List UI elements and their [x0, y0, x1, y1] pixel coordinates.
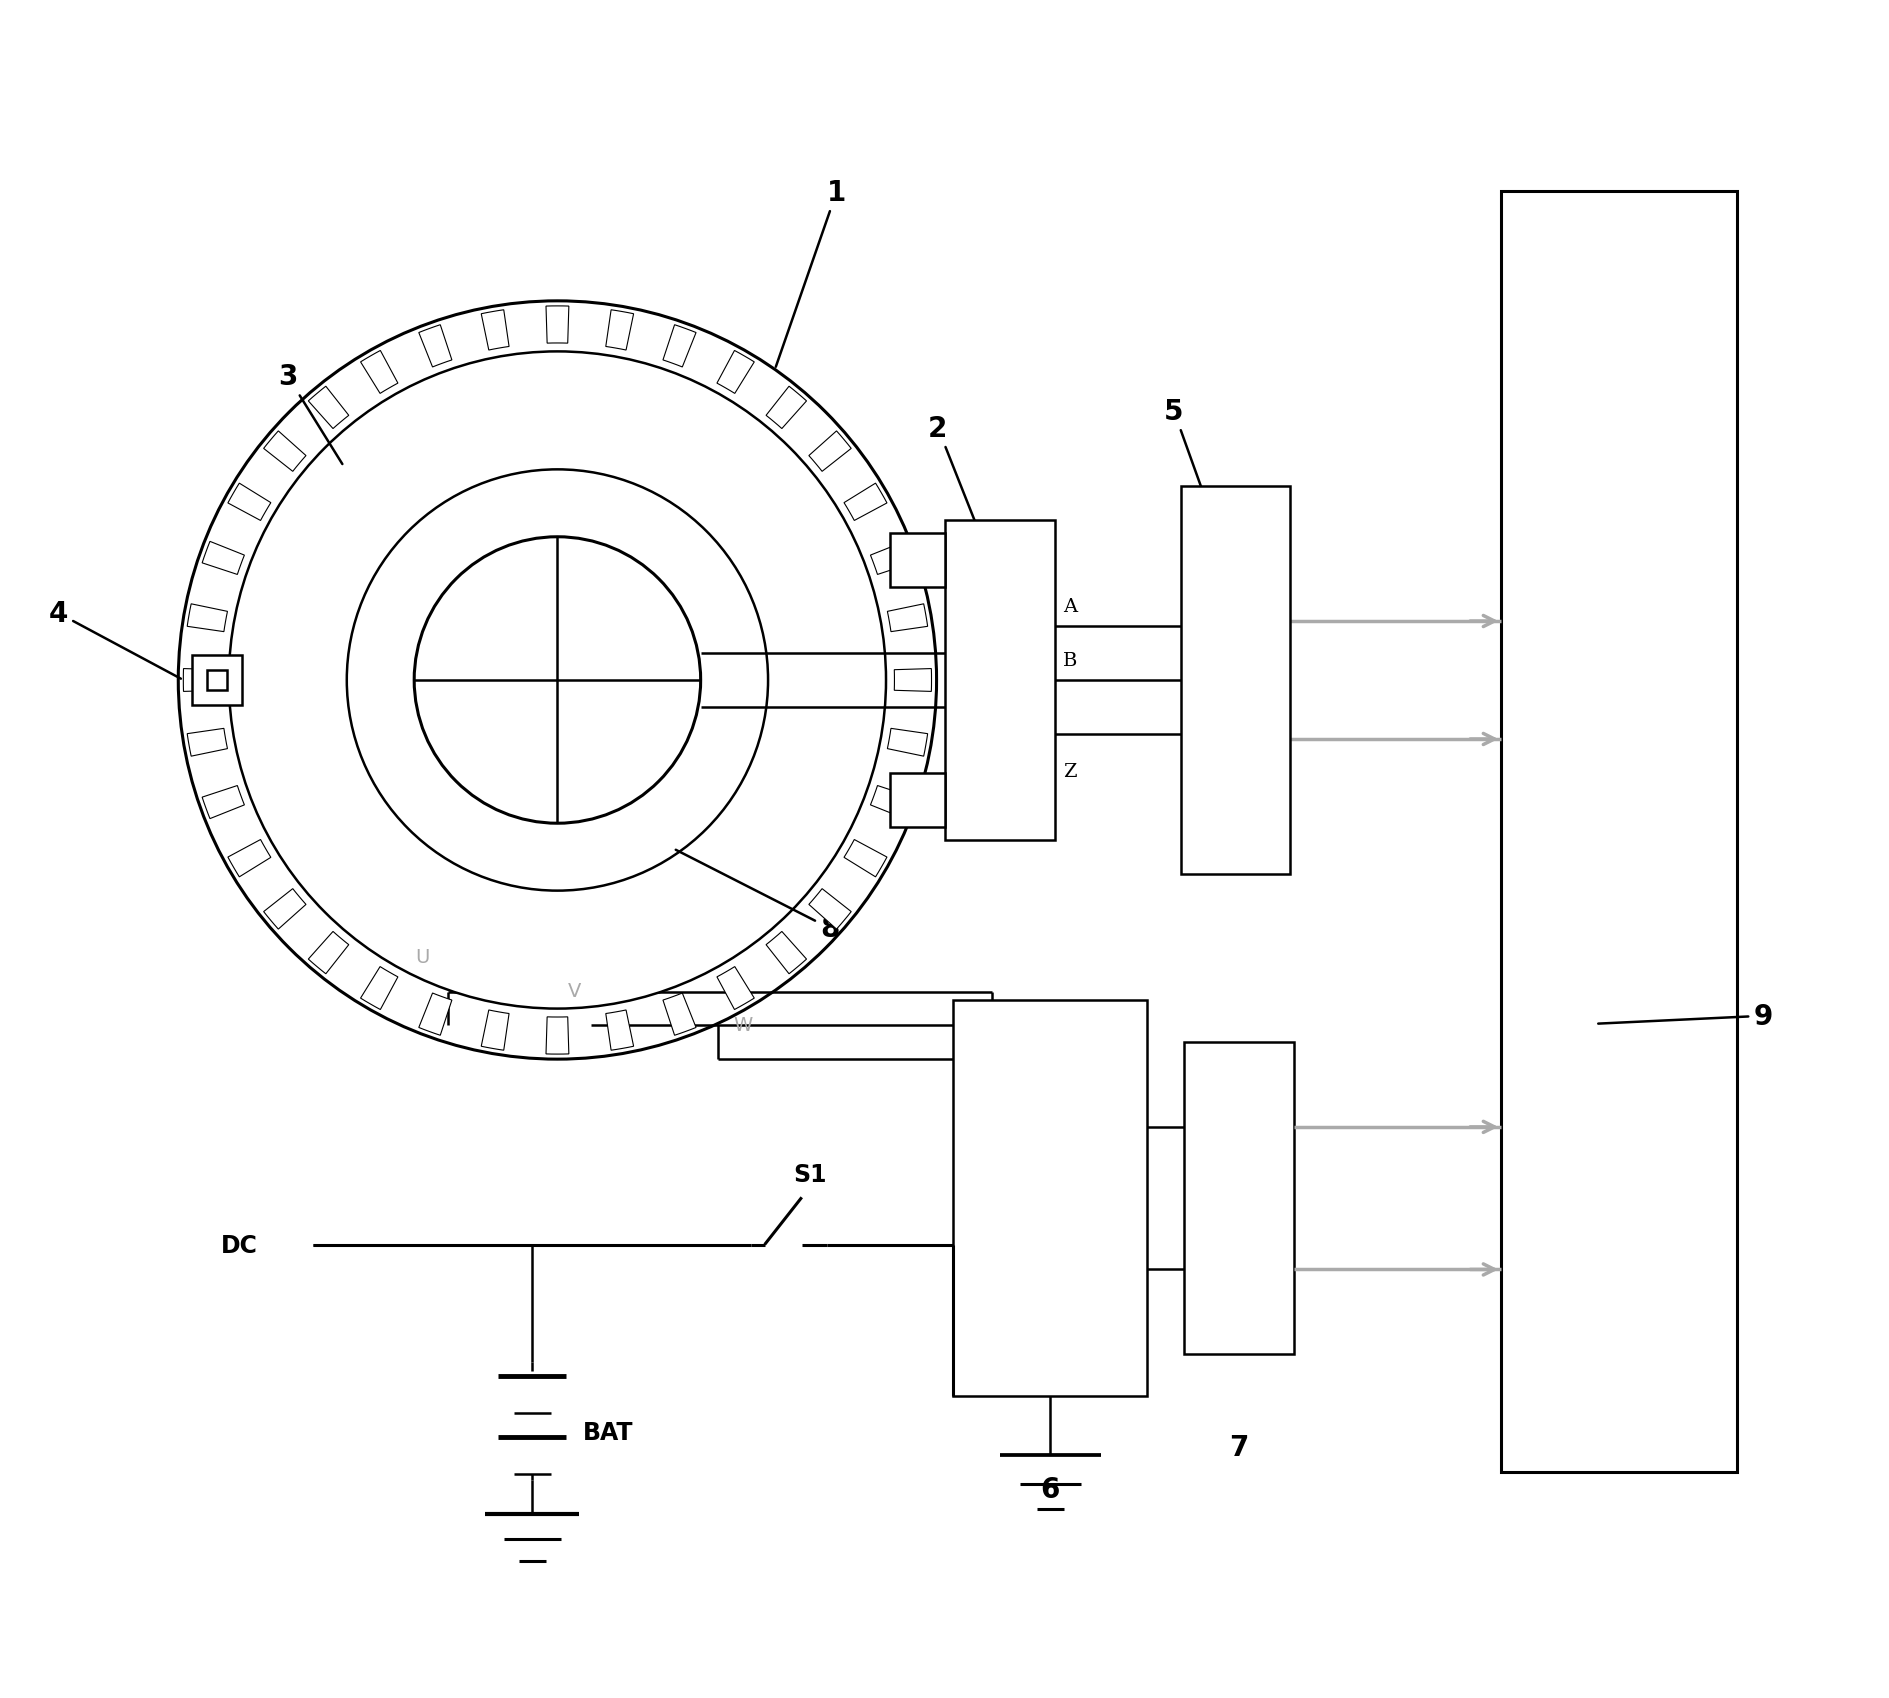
Wedge shape — [888, 604, 927, 632]
Wedge shape — [378, 754, 484, 859]
Text: 9: 9 — [1598, 1002, 1772, 1031]
Wedge shape — [263, 890, 306, 929]
Wedge shape — [546, 1017, 569, 1054]
Bar — [890, 533, 944, 588]
Wedge shape — [453, 808, 661, 888]
Wedge shape — [482, 311, 508, 351]
Text: 7: 7 — [1228, 1433, 1249, 1460]
Wedge shape — [187, 728, 227, 757]
Text: A: A — [1062, 598, 1077, 615]
Bar — [1184, 1043, 1294, 1355]
Wedge shape — [482, 1010, 508, 1051]
Wedge shape — [263, 431, 306, 472]
Wedge shape — [871, 786, 912, 818]
Text: S1: S1 — [793, 1161, 825, 1185]
Wedge shape — [716, 966, 754, 1010]
Wedge shape — [229, 484, 270, 521]
Text: W: W — [733, 1015, 752, 1034]
Wedge shape — [202, 542, 244, 576]
Wedge shape — [546, 307, 569, 345]
Wedge shape — [808, 431, 850, 472]
Text: 1: 1 — [774, 178, 846, 367]
Text: BAT: BAT — [582, 1420, 633, 1443]
Wedge shape — [631, 501, 737, 606]
Circle shape — [414, 538, 701, 824]
Wedge shape — [663, 993, 695, 1036]
Bar — [206, 671, 227, 691]
Text: B: B — [1062, 652, 1077, 669]
Wedge shape — [888, 728, 927, 757]
Wedge shape — [893, 669, 931, 693]
Text: 4: 4 — [49, 599, 181, 679]
Bar — [1181, 487, 1290, 874]
Text: DC: DC — [221, 1233, 257, 1257]
Bar — [952, 1000, 1147, 1396]
Wedge shape — [308, 932, 349, 975]
Circle shape — [229, 351, 886, 1009]
Text: 5: 5 — [1164, 397, 1234, 581]
Wedge shape — [808, 890, 850, 929]
Wedge shape — [361, 351, 399, 394]
Wedge shape — [631, 754, 737, 859]
Wedge shape — [183, 669, 221, 693]
Text: 6: 6 — [1041, 1476, 1060, 1503]
Wedge shape — [606, 311, 633, 351]
Wedge shape — [663, 326, 695, 368]
Bar — [890, 773, 944, 829]
Text: 2: 2 — [927, 414, 997, 582]
Wedge shape — [765, 932, 807, 975]
Wedge shape — [419, 993, 451, 1036]
Wedge shape — [419, 326, 451, 368]
Wedge shape — [716, 351, 754, 394]
Wedge shape — [453, 474, 661, 552]
Wedge shape — [844, 841, 886, 878]
Wedge shape — [765, 387, 807, 430]
Text: 8: 8 — [676, 851, 839, 942]
Text: U: U — [416, 947, 429, 966]
Text: Z: Z — [1062, 762, 1077, 781]
Wedge shape — [349, 577, 429, 784]
Wedge shape — [361, 966, 399, 1010]
Wedge shape — [187, 604, 227, 632]
Bar — [1500, 192, 1736, 1472]
Circle shape — [178, 302, 937, 1060]
Wedge shape — [686, 577, 765, 784]
Wedge shape — [229, 841, 270, 878]
Wedge shape — [871, 542, 912, 576]
Wedge shape — [308, 387, 349, 430]
Wedge shape — [378, 501, 484, 606]
Circle shape — [346, 470, 767, 891]
Wedge shape — [606, 1010, 633, 1051]
Text: V: V — [567, 981, 580, 1000]
Wedge shape — [844, 484, 886, 521]
Bar — [944, 521, 1054, 841]
Bar — [191, 655, 242, 706]
Text: 3: 3 — [278, 363, 342, 465]
Wedge shape — [202, 786, 244, 818]
